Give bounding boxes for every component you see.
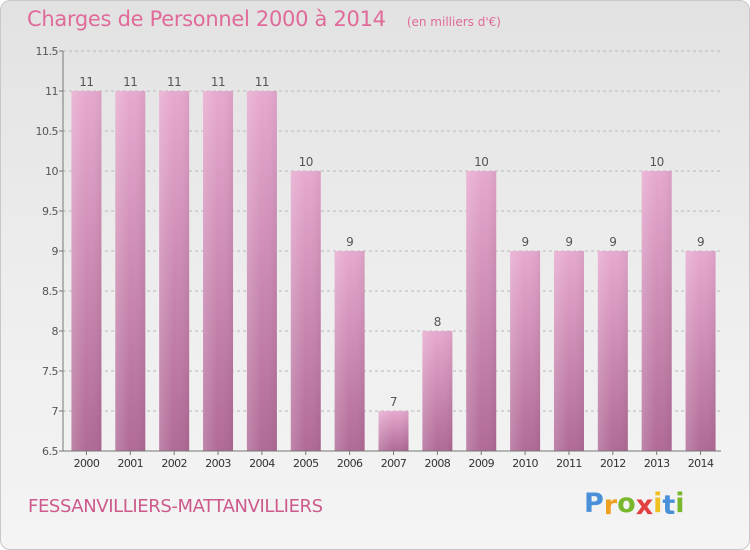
y-tick-label: 10.5 — [36, 125, 59, 138]
y-tick-label: 9 — [52, 245, 59, 258]
bar-shade — [378, 411, 409, 451]
data-label: 9 — [697, 235, 704, 249]
data-label: 10 — [474, 155, 488, 169]
data-label: 11 — [167, 75, 181, 89]
bar-shade — [159, 91, 190, 451]
axis-layer: 6.5 7 7.5 8 8.5 9 9.5 10 10.5 11 11.5 11 2000 11 2001 1… — [36, 45, 721, 470]
y-tick-label: 8 — [52, 325, 59, 338]
bar-shade — [422, 331, 453, 451]
data-label: 11 — [255, 75, 269, 89]
y-tick-label: 10 — [45, 165, 58, 178]
data-label: 10 — [299, 155, 313, 169]
proxiti-logo: Proxiti — [584, 488, 685, 521]
data-label: 9 — [346, 235, 353, 249]
data-label: 10 — [650, 155, 664, 169]
logo-letter: o — [617, 488, 636, 519]
data-label: 11 — [211, 75, 225, 89]
data-label: 9 — [609, 235, 616, 249]
logo-letter: i — [675, 488, 685, 519]
town-name: FESSANVILLIERS-MATTANVILLIERS — [28, 496, 323, 517]
bar-shade — [466, 171, 497, 451]
x-tick-label: 2012 — [600, 457, 626, 470]
bar-shade — [510, 251, 541, 451]
data-label: 7 — [390, 395, 397, 409]
x-tick-label: 2014 — [688, 457, 714, 470]
x-tick-label: 2013 — [644, 457, 670, 470]
bar-shade — [553, 251, 584, 451]
data-label: 9 — [522, 235, 529, 249]
x-tick-label: 2007 — [381, 457, 407, 470]
x-tick-label: 2002 — [161, 457, 187, 470]
bar-shade — [246, 91, 277, 451]
chart-title: Charges de Personnel 2000 à 2014 — [27, 7, 386, 31]
logo-letter: t — [662, 490, 676, 521]
x-tick-label: 2010 — [512, 457, 538, 470]
x-tick-label: 2001 — [117, 457, 143, 470]
data-label: 11 — [79, 75, 93, 89]
x-tick-label: 2008 — [425, 457, 451, 470]
chart-subtitle: (en milliers d'€) — [406, 15, 501, 29]
bar-shade — [334, 251, 365, 451]
y-tick-label: 7.5 — [42, 365, 58, 378]
y-tick-label: 11 — [45, 85, 58, 98]
logo-letter: x — [635, 490, 654, 521]
x-tick-label: 2011 — [556, 457, 582, 470]
x-tick-label: 2003 — [205, 457, 231, 470]
y-tick-label: 11.5 — [36, 45, 59, 58]
x-tick-label: 2009 — [468, 457, 494, 470]
data-label: 11 — [123, 75, 137, 89]
bar-shade — [597, 251, 628, 451]
bars-layer — [71, 91, 716, 451]
y-tick-label: 7 — [52, 405, 59, 418]
x-tick-label: 2004 — [249, 457, 275, 470]
title-row: Charges de Personnel 2000 à 2014 (en mil… — [27, 7, 501, 31]
bar-shade — [641, 171, 672, 451]
bar-shade — [115, 91, 146, 451]
x-tick-label: 2000 — [74, 457, 100, 470]
logo-letter: r — [603, 490, 618, 521]
bar-shade — [71, 91, 102, 451]
x-tick-label: 2006 — [337, 457, 363, 470]
logo-letter: i — [653, 488, 663, 519]
y-tick-label: 9.5 — [42, 205, 58, 218]
x-tick-label: 2005 — [293, 457, 319, 470]
data-label: 9 — [565, 235, 572, 249]
y-tick-label: 6.5 — [42, 445, 58, 458]
data-label: 8 — [434, 315, 441, 329]
bar-shade — [685, 251, 716, 451]
bar-shade — [290, 171, 321, 451]
bar-shade — [203, 91, 234, 451]
y-tick-label: 8.5 — [42, 285, 58, 298]
logo-letter: P — [584, 488, 604, 519]
